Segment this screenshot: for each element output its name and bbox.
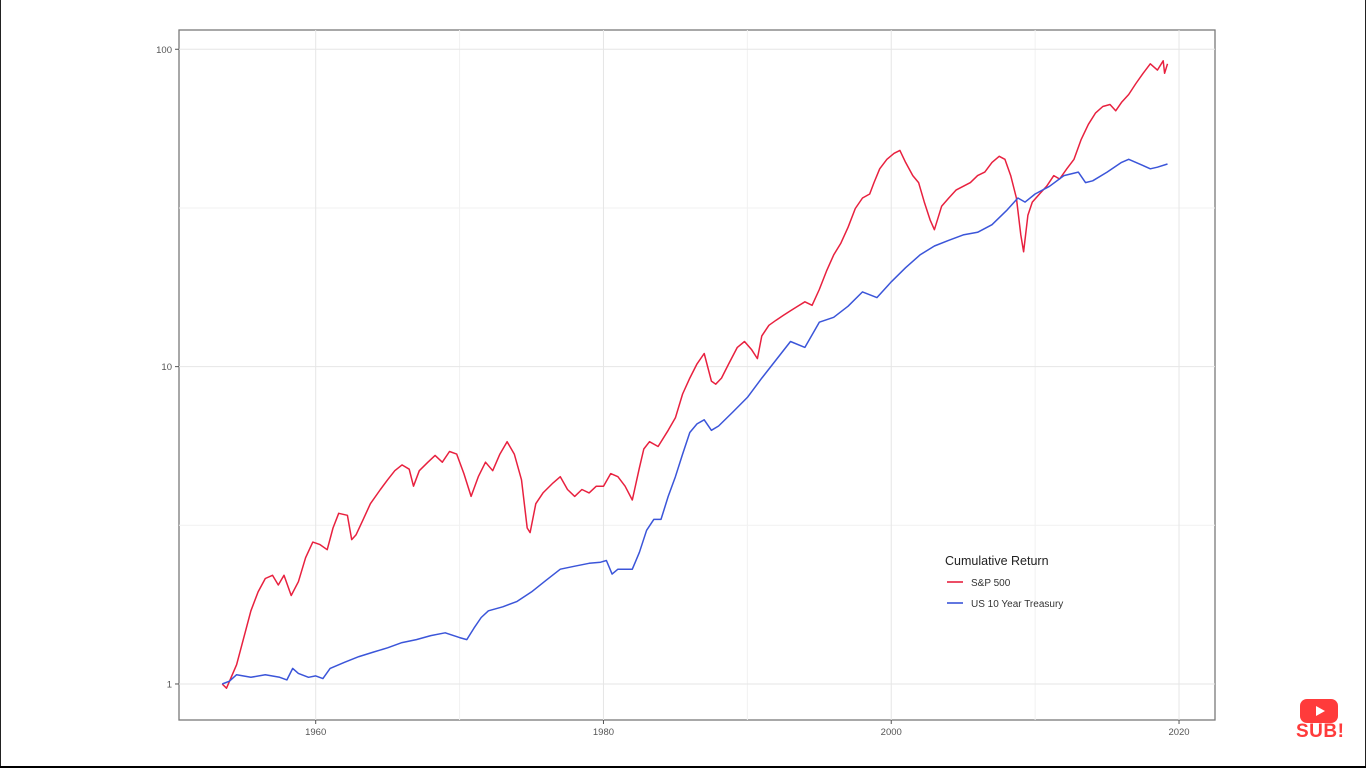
- legend: Cumulative Return S&P 500 US 10 Year Tre…: [945, 554, 1063, 610]
- series-line-treasury: [221, 158, 1168, 685]
- series-lines: [221, 60, 1169, 689]
- grid-lines: [179, 30, 1215, 720]
- legend-label-treasury: US 10 Year Treasury: [971, 599, 1063, 610]
- y-tick-label: 100: [156, 45, 172, 56]
- x-tick-label: 1960: [305, 727, 326, 738]
- x-tick-label: 1980: [593, 727, 614, 738]
- legend-label-sp500: S&P 500: [971, 578, 1011, 589]
- legend-title: Cumulative Return: [945, 554, 1049, 568]
- plot-panel: [178, 29, 1216, 721]
- y-tick-label: 10: [161, 362, 172, 373]
- x-tick-label: 2020: [1168, 727, 1189, 738]
- y-tick-label: 1: [167, 679, 172, 690]
- x-tick-label: 2000: [881, 727, 902, 738]
- subscribe-watermark[interactable]: SUB!: [1296, 697, 1345, 745]
- axes: 1960 1980 2000 2020 1 10 100: [156, 45, 1189, 738]
- youtube-play-icon: [1300, 699, 1338, 723]
- series-line-sp500: [221, 60, 1169, 689]
- subscribe-label: SUB!: [1296, 721, 1345, 742]
